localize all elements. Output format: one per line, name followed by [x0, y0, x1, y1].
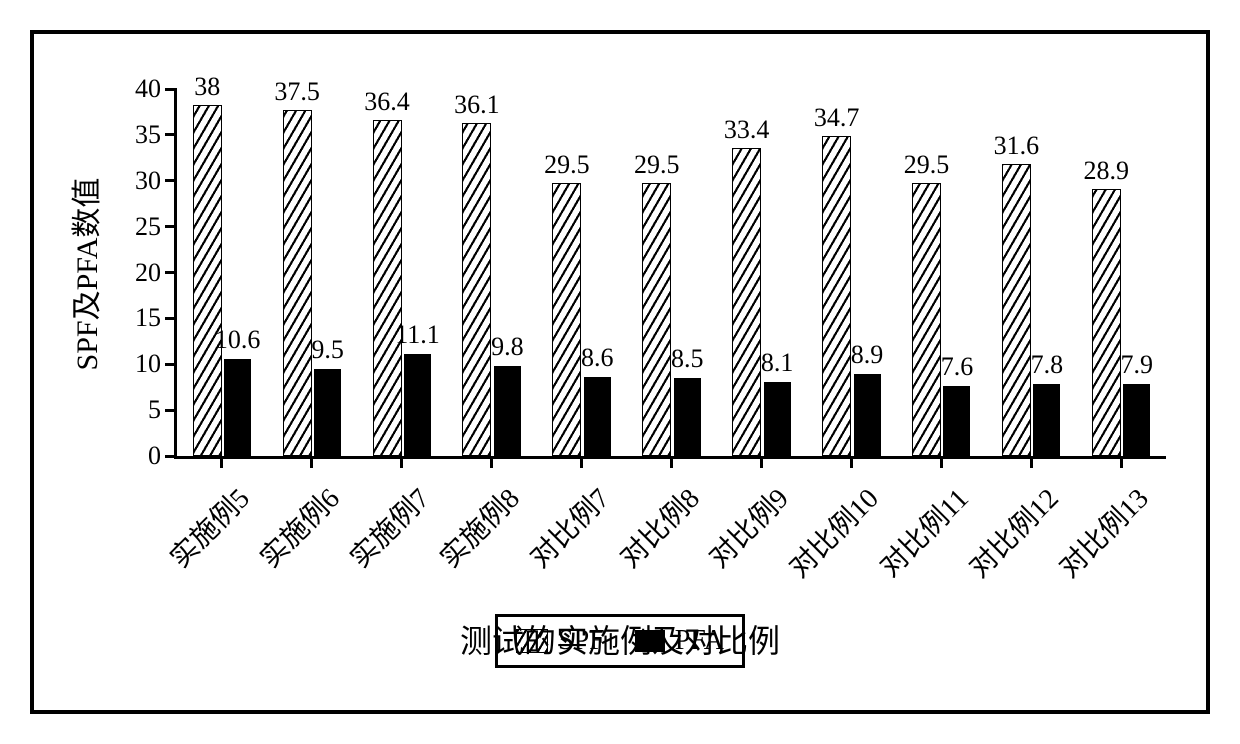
bar-group: 31.67.8 [986, 89, 1076, 456]
x-tick [940, 456, 943, 468]
bar-groups: 3810.637.59.536.411.136.19.829.58.629.58… [177, 89, 1166, 456]
bar-pfa: 7.8 [1033, 384, 1060, 456]
bar-label-spf: 31.6 [994, 131, 1040, 161]
bar-group: 36.411.1 [357, 89, 447, 456]
bar-pfa: 8.6 [584, 377, 611, 456]
y-tick [165, 179, 177, 182]
bar-spf: 34.7 [822, 136, 851, 456]
bar-pfa: 10.6 [224, 359, 251, 456]
bar-pfa: 11.1 [404, 354, 431, 456]
bar-group: 36.19.8 [447, 89, 537, 456]
y-tick-label: 35 [135, 120, 161, 150]
bar-pfa: 8.9 [854, 374, 881, 456]
bar-group: 37.59.5 [267, 89, 357, 456]
bar-group: 29.57.6 [896, 89, 986, 456]
bar-label-pfa: 8.6 [581, 343, 614, 373]
y-tick [165, 225, 177, 228]
bar-pfa: 7.6 [943, 386, 970, 456]
plot-area: 3810.637.59.536.411.136.19.829.58.629.58… [174, 89, 1166, 459]
x-tick [310, 456, 313, 468]
bar-label-spf: 36.1 [454, 90, 500, 120]
bar-group: 3810.6 [177, 89, 267, 456]
bar-label-spf: 29.5 [634, 150, 680, 180]
bar-label-pfa: 8.1 [761, 348, 794, 378]
bar-label-pfa: 9.5 [311, 335, 344, 365]
y-tick [165, 88, 177, 91]
bar-label-spf: 33.4 [724, 115, 770, 145]
bar-label-pfa: 7.6 [941, 352, 974, 382]
bar-spf: 29.5 [552, 183, 581, 456]
bar-spf: 28.9 [1092, 189, 1121, 456]
bar-group: 29.58.5 [627, 89, 717, 456]
bar-group: 29.58.6 [537, 89, 627, 456]
bar-label-pfa: 10.6 [215, 325, 261, 355]
bar-spf: 31.6 [1002, 164, 1031, 456]
y-tick [165, 133, 177, 136]
x-tick [670, 456, 673, 468]
x-tick [400, 456, 403, 468]
bar-label-spf: 28.9 [1084, 156, 1130, 186]
bar-spf: 36.1 [462, 123, 491, 456]
bar-spf: 29.5 [642, 183, 671, 456]
x-tick [490, 456, 493, 468]
y-tick-label: 30 [135, 166, 161, 196]
chart-canvas: SPF及PFA数值 3810.637.59.536.411.136.19.829… [0, 0, 1240, 744]
x-tick [1030, 456, 1033, 468]
bar-label-pfa: 8.5 [671, 344, 704, 374]
y-tick-label: 25 [135, 212, 161, 242]
y-tick-label: 0 [148, 441, 161, 471]
bar-label-spf: 38 [194, 72, 220, 102]
x-tick [760, 456, 763, 468]
y-tick [165, 317, 177, 320]
x-tick [1120, 456, 1123, 468]
y-tick [165, 409, 177, 412]
bar-spf: 29.5 [912, 183, 941, 456]
bar-label-pfa: 11.1 [395, 320, 440, 350]
bar-group: 34.78.9 [806, 89, 896, 456]
y-tick [165, 363, 177, 366]
y-tick-label: 20 [135, 258, 161, 288]
y-tick [165, 271, 177, 274]
y-tick [165, 455, 177, 458]
bar-label-pfa: 9.8 [491, 332, 524, 362]
bar-pfa: 7.9 [1123, 384, 1150, 456]
bar-label-spf: 36.4 [364, 87, 410, 117]
bar-group: 28.97.9 [1076, 89, 1166, 456]
bar-group: 33.48.1 [716, 89, 806, 456]
bar-pfa: 9.8 [494, 366, 521, 456]
chart-frame: SPF及PFA数值 3810.637.59.536.411.136.19.829… [30, 30, 1210, 714]
y-tick-label: 10 [135, 349, 161, 379]
bar-label-spf: 34.7 [814, 103, 860, 133]
bar-label-spf: 37.5 [274, 77, 320, 107]
x-tick [580, 456, 583, 468]
bar-spf: 38 [193, 105, 222, 456]
bar-pfa: 8.5 [674, 378, 701, 456]
x-tick [220, 456, 223, 468]
bar-pfa: 9.5 [314, 369, 341, 456]
bar-label-pfa: 7.9 [1121, 350, 1154, 380]
y-tick-label: 15 [135, 303, 161, 333]
bar-pfa: 8.1 [764, 382, 791, 456]
y-tick-label: 5 [148, 395, 161, 425]
bar-label-pfa: 7.8 [1031, 350, 1064, 380]
bar-spf: 36.4 [373, 120, 402, 456]
x-tick [850, 456, 853, 468]
bar-label-spf: 29.5 [904, 150, 950, 180]
y-tick-label: 40 [135, 74, 161, 104]
y-axis-title: SPF及PFA数值 [62, 178, 106, 371]
bar-label-spf: 29.5 [544, 150, 590, 180]
x-axis-title: 测试的实施例及对比例 [460, 616, 780, 662]
bar-label-pfa: 8.9 [851, 340, 884, 370]
bar-spf: 37.5 [283, 110, 312, 456]
bar-spf: 33.4 [732, 148, 761, 456]
